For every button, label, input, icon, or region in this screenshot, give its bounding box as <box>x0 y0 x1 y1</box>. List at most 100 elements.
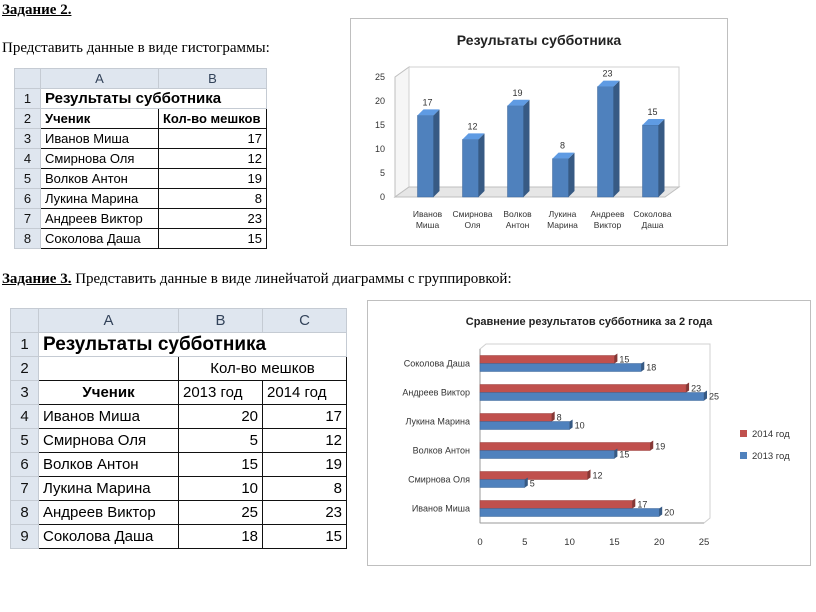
bar-side <box>658 119 665 197</box>
row-header[interactable]: 6 <box>10 452 39 477</box>
name-cell[interactable]: Иванов Миша <box>38 404 179 429</box>
value-cell[interactable]: 12 <box>262 428 347 453</box>
header-cell[interactable]: 2013 год <box>178 380 263 405</box>
data-label: 23 <box>691 384 701 394</box>
name-cell[interactable]: Смирнова Оля <box>40 148 159 169</box>
name-cell[interactable]: Волков Антон <box>38 452 179 477</box>
table-title-cell[interactable]: Результаты субботника <box>40 88 267 109</box>
column-header[interactable]: C <box>262 308 347 333</box>
row-header[interactable]: 1 <box>10 332 39 357</box>
data-label: 12 <box>467 121 477 131</box>
value-cell[interactable]: 23 <box>262 500 347 525</box>
bar-end <box>587 469 591 480</box>
row-header[interactable]: 1 <box>14 88 41 109</box>
value-cell[interactable]: 5 <box>178 428 263 453</box>
x-tick-label: 25 <box>699 537 710 548</box>
category-label: Волков <box>503 209 532 219</box>
bar <box>417 115 434 198</box>
row-header[interactable]: 5 <box>14 168 41 189</box>
name-cell[interactable]: Соколова Даша <box>38 524 179 549</box>
bar <box>642 124 659 198</box>
task3-heading: Задание 3. Представить данные в виде лин… <box>2 271 512 288</box>
name-cell[interactable]: Лукина Марина <box>40 188 159 209</box>
row-header[interactable]: 8 <box>14 228 41 249</box>
bar-end <box>614 448 618 459</box>
column-header[interactable]: B <box>158 68 267 89</box>
empty-cell[interactable] <box>38 356 179 381</box>
category-label: Марина <box>547 220 578 230</box>
name-cell[interactable]: Иванов Миша <box>40 128 159 149</box>
data-label: 17 <box>422 97 432 107</box>
row-header[interactable]: 5 <box>10 428 39 453</box>
name-cell[interactable]: Андреев Виктор <box>38 500 179 525</box>
category-label: Виктор <box>594 220 622 230</box>
value-cell[interactable]: 19 <box>158 168 267 189</box>
value-cell[interactable]: 8 <box>262 476 347 501</box>
name-cell[interactable]: Волков Антон <box>40 168 159 189</box>
category-label: Андреев Виктор <box>402 388 470 398</box>
row-header[interactable]: 6 <box>14 188 41 209</box>
bar-side <box>523 99 530 197</box>
value-cell[interactable]: 23 <box>158 208 267 229</box>
sheet-corner[interactable] <box>14 68 41 89</box>
bar-side <box>433 109 440 197</box>
chart-title: Результаты субботника <box>457 32 622 48</box>
bar-side <box>478 133 485 197</box>
legend-label: 2013 год <box>752 451 790 462</box>
value-cell[interactable]: 18 <box>178 524 263 549</box>
value-cell[interactable]: 25 <box>178 500 263 525</box>
value-cell[interactable]: 10 <box>178 476 263 501</box>
value-cell[interactable]: 12 <box>158 148 267 169</box>
value-cell[interactable]: 17 <box>158 128 267 149</box>
bar <box>462 139 479 198</box>
row-header[interactable]: 3 <box>14 128 41 149</box>
value-cell[interactable]: 20 <box>178 404 263 429</box>
name-cell[interactable]: Андреев Виктор <box>40 208 159 229</box>
column-chart-frame: Результаты субботника 0 5 10 15 20 25 17 Иванов М… <box>350 18 728 246</box>
category-label: Лукина Марина <box>405 417 470 427</box>
row-header[interactable]: 4 <box>14 148 41 169</box>
row-header[interactable]: 3 <box>10 380 39 405</box>
name-cell[interactable]: Лукина Марина <box>38 476 179 501</box>
value-cell[interactable]: 19 <box>262 452 347 477</box>
column-chart: Результаты субботника051015202517ИвановМ… <box>375 32 681 230</box>
bar <box>479 500 633 509</box>
row-header[interactable]: 2 <box>10 356 39 381</box>
row-header[interactable]: 7 <box>14 208 41 229</box>
value-cell[interactable]: 17 <box>262 404 347 429</box>
task3-text: Представить данные в виде линейчатой диа… <box>71 271 512 287</box>
spreadsheet-1: A B 1 Результаты субботника 2 Ученик Кол… <box>14 68 267 249</box>
y-tick-label: 25 <box>375 72 385 82</box>
data-label: 15 <box>647 107 657 117</box>
table-title-cell[interactable]: Результаты субботника <box>38 332 347 357</box>
sheet-corner[interactable] <box>10 308 39 333</box>
header-cell[interactable]: Ученик <box>40 108 159 129</box>
row-header[interactable]: 2 <box>14 108 41 129</box>
column-header[interactable]: B <box>178 308 263 333</box>
header-cell[interactable]: Ученик <box>38 380 179 405</box>
task2-text: Представить данные в виде гистограммы: <box>2 40 270 56</box>
row-header[interactable]: 9 <box>10 524 39 549</box>
y-tick-label: 5 <box>380 168 385 178</box>
name-cell[interactable]: Смирнова Оля <box>38 428 179 453</box>
bar <box>479 355 615 364</box>
x-tick-label: 15 <box>609 537 620 548</box>
value-cell[interactable]: 8 <box>158 188 267 209</box>
column-header[interactable]: A <box>38 308 179 333</box>
header-cell[interactable]: 2014 год <box>262 380 347 405</box>
data-label: 19 <box>512 88 522 98</box>
group-header-cell[interactable]: Кол-во мешков <box>178 356 347 381</box>
name-cell[interactable]: Соколова Даша <box>40 228 159 249</box>
value-cell[interactable]: 15 <box>262 524 347 549</box>
bar <box>507 105 524 198</box>
data-label: 10 <box>575 421 585 431</box>
bar-top <box>642 119 665 125</box>
row-header[interactable]: 4 <box>10 404 39 429</box>
value-cell[interactable]: 15 <box>178 452 263 477</box>
header-cell[interactable]: Кол-во мешков <box>158 108 267 129</box>
value-cell[interactable]: 15 <box>158 228 267 249</box>
column-header[interactable]: A <box>40 68 159 89</box>
row-header[interactable]: 8 <box>10 500 39 525</box>
x-tick-label: 20 <box>654 537 665 548</box>
row-header[interactable]: 7 <box>10 476 39 501</box>
